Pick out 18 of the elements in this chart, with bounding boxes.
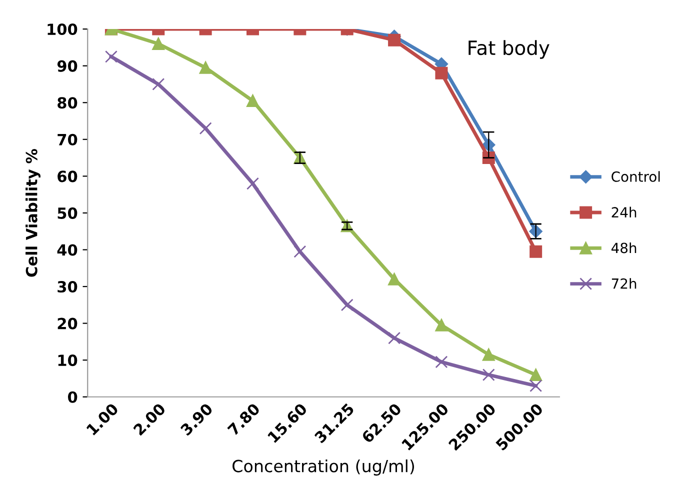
legend-label: Control <box>612 171 660 182</box>
y-axis-title: Cell Viability % <box>26 148 40 277</box>
legend-label: 72h <box>612 278 636 289</box>
y-tick-label: 70 <box>58 134 78 146</box>
y-tick-label: 30 <box>58 280 78 293</box>
y-tick-label: 0 <box>68 391 78 403</box>
y-tick-label: 10 <box>58 354 78 366</box>
y-tick-label: 90 <box>57 60 78 72</box>
legend-label: 24h <box>612 206 636 218</box>
y-tick-label: 50 <box>58 207 78 219</box>
y-tick-label: 80 <box>58 97 78 109</box>
y-tick-label: 40 <box>57 244 78 256</box>
text: Fat body <box>468 40 550 59</box>
x-axis-title: Concentration (ug/ml) <box>232 459 414 476</box>
legend-label: 48h <box>611 242 636 254</box>
y-tick-label: 20 <box>58 318 78 330</box>
y-tick-label: 100 <box>48 24 78 36</box>
y-tick-label: 60 <box>58 170 78 182</box>
